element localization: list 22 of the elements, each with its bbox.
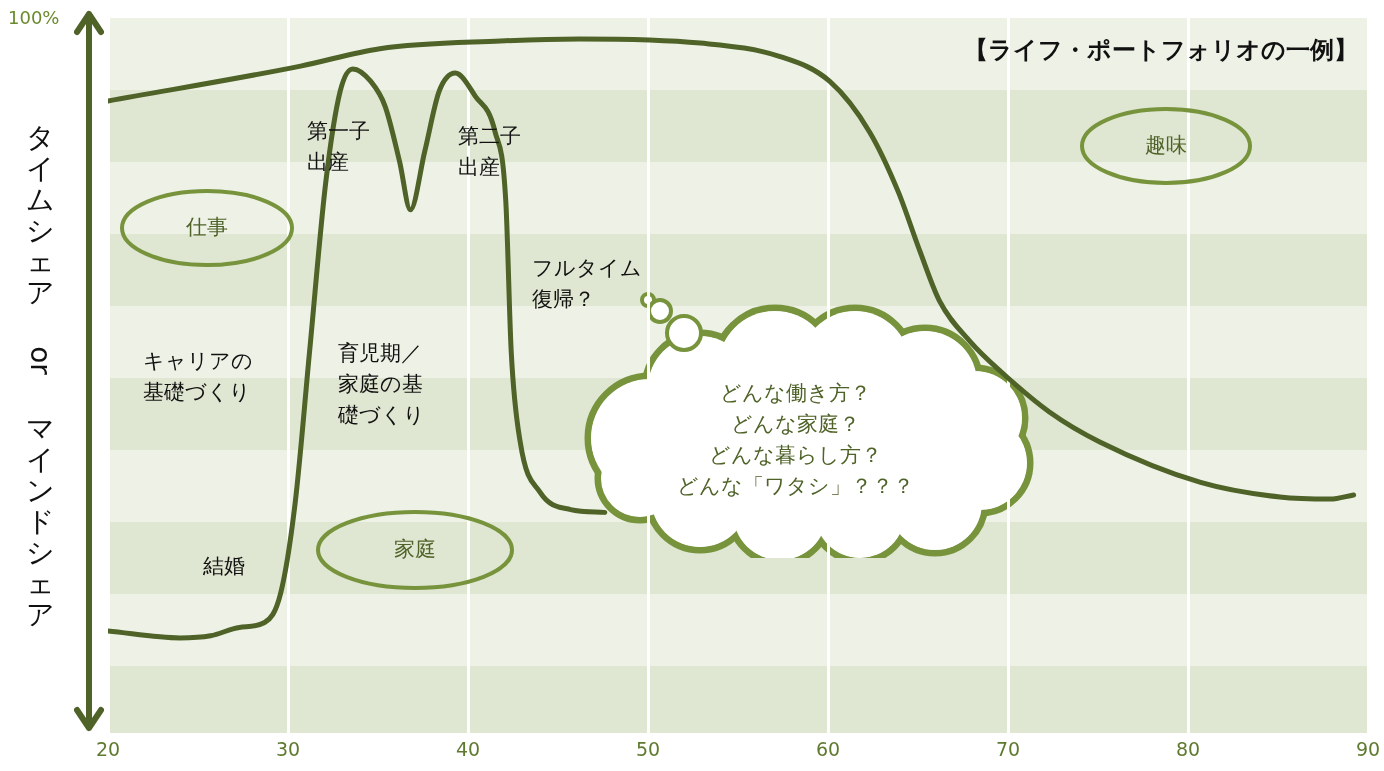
annotation: 仕事 bbox=[185, 214, 229, 241]
annotation: 育児期／家庭の基礎づくり bbox=[338, 340, 426, 429]
x-tick-label: 70 bbox=[995, 737, 1021, 760]
x-tick-label: 20 bbox=[95, 737, 121, 760]
chart-title: 【ライフ・ポートフォリオの一例】 bbox=[964, 35, 1358, 66]
annotation: キャリアの基礎づくり bbox=[143, 348, 254, 406]
annotation: 結婚 bbox=[203, 553, 245, 580]
x-tick-label: 40 bbox=[455, 737, 481, 760]
x-tick-label: 60 bbox=[815, 737, 841, 760]
text: タイムシェア or マインドシェア bbox=[23, 121, 57, 631]
x-tick-label: 30 bbox=[275, 737, 301, 760]
text: 100% bbox=[8, 7, 60, 28]
annotation: 趣味 bbox=[1144, 132, 1188, 159]
x-tick-label: 80 bbox=[1175, 737, 1201, 760]
annotation: 家庭 bbox=[393, 536, 437, 563]
x-tick-label: 50 bbox=[635, 737, 661, 760]
annotation: どんな家庭？ bbox=[729, 411, 861, 438]
x-tick-label: 90 bbox=[1355, 737, 1381, 760]
annotation: どんな働き方？ bbox=[718, 380, 872, 407]
annotation: どんな暮らし方？ bbox=[707, 442, 883, 469]
annotation: フルタイム復帰？ bbox=[532, 255, 643, 313]
annotation: どんな「ワタシ」？？？ bbox=[675, 473, 915, 500]
